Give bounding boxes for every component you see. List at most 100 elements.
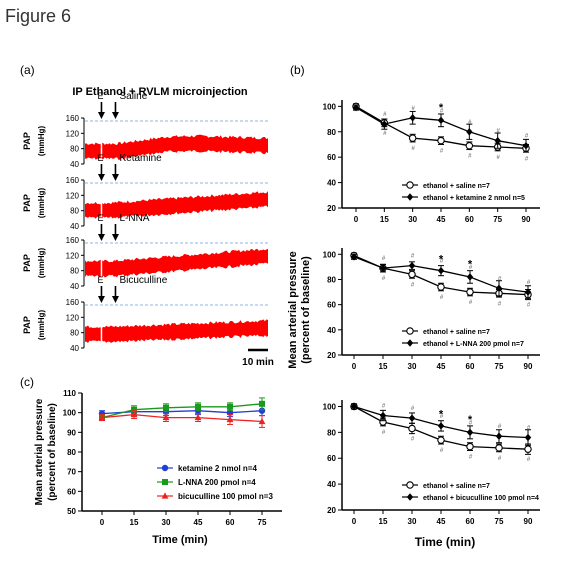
significance-marker: # [411, 146, 415, 152]
drug-label: L-NNA [119, 213, 149, 224]
series-2: # # # # # # [352, 103, 530, 153]
y-tick-label: 100 [323, 250, 337, 259]
x-tick-label: 0 [100, 518, 105, 527]
y-tick-label: 50 [67, 507, 76, 516]
trace-ylabel: PAP [22, 254, 32, 272]
drug-arrowhead [111, 174, 119, 181]
data-point [408, 424, 416, 433]
ethanol-marker: E [97, 275, 103, 285]
data-point [495, 284, 503, 293]
data-point [437, 266, 445, 275]
trace-tick-label: 40 [70, 282, 79, 291]
data-point [259, 400, 265, 407]
data-point [163, 404, 169, 411]
trace-tick-label: 40 [70, 222, 79, 231]
x-tick-label: 0 [352, 517, 357, 526]
data-point [194, 413, 202, 421]
data-point [162, 479, 168, 485]
legend-label: ethanol + ketamine 2 nmol n=5 [423, 195, 525, 202]
x-tick-label: 60 [465, 215, 474, 224]
y-tick-label: 60 [67, 487, 76, 496]
panel-c-label: (c) [20, 375, 34, 389]
data-point [406, 481, 414, 489]
significance-marker: # [498, 424, 502, 430]
ethanol-arrowhead [97, 296, 105, 303]
y-tick-label: 40 [327, 179, 336, 188]
trace-4: PAP (mmHg) 160 120 80 40 E Bicuculline [22, 275, 268, 353]
significance-star: * [439, 409, 444, 421]
x-tick-label: 60 [226, 518, 235, 527]
panel-b-ylabel-line1: Mean arterial pressure [287, 251, 299, 368]
data-point [437, 422, 445, 430]
trace-tick-label: 160 [66, 298, 80, 307]
data-point [495, 432, 503, 441]
ethanol-marker: E [97, 153, 103, 163]
drug-label: Bicuculline [119, 275, 167, 286]
ethanol-arrowhead [97, 234, 105, 241]
data-point [524, 445, 532, 453]
trace-tick-label: 160 [66, 176, 80, 185]
significance-marker: # [527, 457, 531, 463]
panel-a-label: (a) [20, 63, 35, 77]
x-tick-label: 45 [437, 362, 446, 371]
panel-b-xlabel: Time (min) [415, 535, 475, 549]
panel-c: (c) Mean arterial pressure (percent of b… [20, 375, 282, 546]
series-2: # # # # # # [350, 402, 532, 446]
data-point [406, 193, 414, 201]
x-tick-label: 90 [522, 215, 531, 224]
x-tick-label: 60 [466, 517, 475, 526]
x-tick-label: 15 [380, 215, 389, 224]
significance-marker: # [411, 436, 415, 442]
data-point [437, 136, 445, 145]
significance-marker: # [383, 131, 387, 137]
x-tick-label: 30 [408, 517, 417, 526]
trace-1: PAP (mmHg) 160 120 80 40 E Saline [22, 91, 268, 169]
significance-marker: # [411, 254, 415, 260]
data-point [98, 413, 106, 421]
data-point [406, 327, 414, 335]
y-tick-label: 70 [67, 468, 76, 477]
trace-tick-label: 40 [70, 160, 79, 169]
legend-label: bicuculline 100 pmol n=3 [178, 492, 273, 501]
x-tick-label: 90 [524, 517, 533, 526]
x-tick-label: 45 [437, 517, 446, 526]
significance-marker: # [496, 129, 500, 135]
pressure-trace-band [85, 191, 268, 219]
y-tick-label: 20 [327, 351, 336, 360]
y-tick-label: 100 [63, 409, 77, 418]
significance-marker: # [440, 108, 444, 114]
y-tick-label: 60 [327, 153, 336, 162]
significance-marker: # [382, 404, 386, 410]
trace-tick-label: 120 [66, 129, 80, 138]
data-point [131, 406, 137, 413]
pressure-trace-band [85, 319, 268, 343]
data-point [409, 113, 416, 122]
significance-marker: # [496, 155, 500, 161]
drug-label: Saline [119, 91, 147, 102]
significance-marker: # [469, 300, 473, 306]
drug-arrowhead [111, 296, 119, 303]
trace-ylabel: PAP [22, 132, 32, 150]
figure-title: Figure 6 [5, 6, 71, 26]
x-tick-label: 15 [379, 362, 388, 371]
data-point [195, 403, 201, 410]
legend: ethanol + saline n=7 ethanol + L-NNA 200 … [402, 327, 524, 348]
significance-star: * [439, 254, 444, 266]
trace-tick-label: 80 [70, 145, 79, 154]
significance-marker: # [382, 276, 386, 282]
legend-label: ethanol + bicuculline 100 pmol n=4 [423, 495, 539, 502]
legend: ethanol + saline n=7 ethanol + ketamine 2… [402, 181, 525, 202]
significance-marker: # [440, 448, 444, 454]
data-point [524, 433, 532, 442]
ethanol-arrowhead [97, 174, 105, 181]
trace-tick-label: 80 [70, 267, 79, 276]
y-tick-label: 100 [323, 402, 337, 411]
significance-marker: # [498, 456, 502, 462]
y-tick-label: 110 [63, 389, 76, 398]
legend-label: ethanol + saline n=7 [423, 183, 490, 190]
significance-marker: # [440, 259, 444, 265]
y-tick-label: 20 [327, 204, 336, 213]
drug-label: Ketamine [119, 153, 162, 164]
